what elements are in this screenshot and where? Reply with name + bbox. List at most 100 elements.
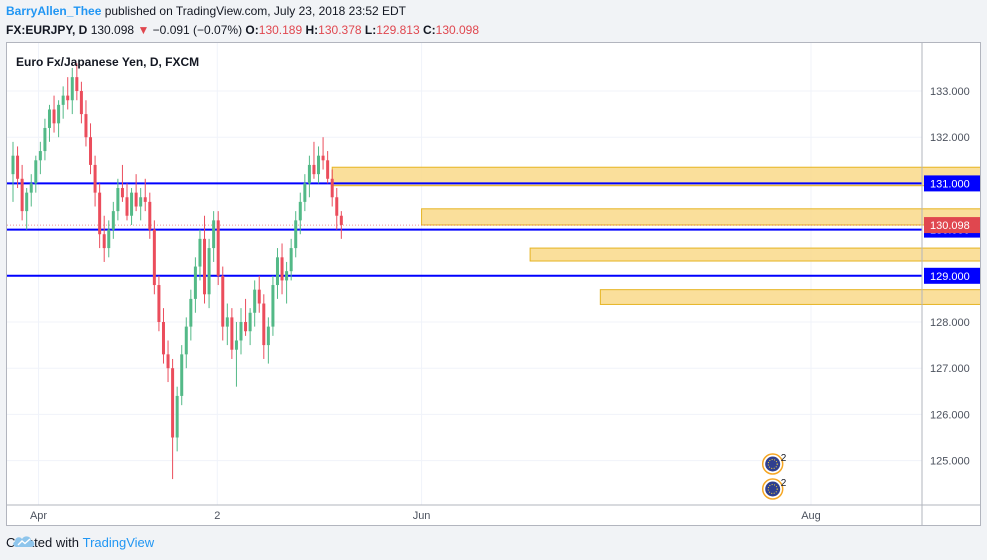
candle-body — [289, 248, 293, 272]
candles — [11, 63, 343, 480]
candle-body — [244, 322, 248, 332]
support-lines — [7, 182, 922, 277]
eu-stars-icon — [767, 459, 778, 469]
eu-flag-icon — [765, 456, 781, 472]
price-tag — [924, 175, 980, 192]
candle-body — [102, 234, 106, 249]
open-value: 130.189 — [258, 23, 303, 37]
candle-body — [16, 155, 20, 179]
candle-body — [75, 77, 79, 91]
candle-body — [330, 178, 334, 198]
candle-body — [307, 164, 311, 184]
candle-body — [175, 395, 179, 438]
candle-body — [335, 197, 339, 216]
candle-body — [203, 238, 207, 295]
candle-body — [166, 354, 170, 369]
y-tick-label: 126.000 — [930, 409, 970, 421]
candle-body — [239, 322, 243, 341]
eu-flag-icon — [765, 481, 781, 497]
candle-body — [248, 312, 252, 332]
symbol-label: FX:EURJPY, D — [6, 23, 88, 37]
high-label: H: — [305, 23, 319, 37]
candle-body — [298, 201, 302, 221]
candle-body — [66, 95, 70, 101]
candle-body — [294, 220, 298, 249]
y-tick-label: 127.000 — [930, 363, 970, 375]
author-link[interactable]: BarryAllen_Thee — [6, 4, 102, 18]
y-tick-label: 128.000 — [930, 317, 970, 329]
price-tag — [924, 267, 980, 284]
candle-body — [20, 178, 24, 212]
candle-body — [70, 77, 74, 101]
low-label: L: — [364, 23, 377, 37]
candle-body — [171, 368, 175, 438]
candle-body — [43, 127, 47, 152]
tradingview-link[interactable]: TradingView — [82, 535, 155, 550]
close-label: C: — [422, 23, 436, 37]
event-count: 2 — [781, 478, 787, 489]
candle-body — [280, 257, 284, 281]
footer: Created with TradingView — [6, 534, 154, 552]
candle-body — [29, 183, 33, 193]
candle-body — [161, 322, 165, 355]
chart-panel[interactable]: 125.000 126.000 127.000 128.000 132.000 133.0… — [6, 42, 981, 526]
candle-body — [11, 155, 15, 175]
tradingview-cloud-icon — [13, 536, 35, 547]
candle-body — [312, 164, 316, 175]
y-tick-label: 132.000 — [930, 132, 970, 144]
candle-body — [230, 317, 234, 350]
close-value: 130.098 — [435, 23, 480, 37]
x-tick-label: Apr — [30, 510, 47, 522]
x-tick-label: Jun — [413, 510, 431, 522]
chart-title: Euro Fx/Japanese Yen, D, FXCM — [16, 55, 199, 69]
time-axis[interactable]: Apr2JunAugSepNov2019Feb — [30, 510, 980, 522]
candle-body — [93, 164, 97, 193]
candle-body — [339, 215, 343, 225]
candle-body — [89, 137, 93, 165]
price-axis[interactable]: 125.000 126.000 127.000 128.000 132.000 133.0… — [924, 86, 980, 468]
candle-body — [61, 95, 65, 105]
candle-body — [198, 238, 202, 267]
last-price-tag — [924, 217, 980, 234]
open-label: O: — [245, 23, 259, 37]
candle-body — [143, 197, 147, 202]
candle-body — [84, 114, 88, 138]
candle-body — [134, 192, 138, 207]
candle-body — [326, 160, 330, 179]
candle-body — [125, 197, 129, 216]
zone-rectangle — [421, 208, 980, 226]
candle-body — [34, 160, 38, 184]
candle-body — [271, 285, 275, 327]
candle-body — [38, 151, 42, 161]
candle-body — [111, 211, 115, 230]
publish-header: BarryAllen_Thee published on TradingView… — [6, 3, 406, 19]
candle-body — [98, 192, 102, 235]
price-change: −0.091 (−0.07%) — [152, 23, 243, 37]
events[interactable]: 22 — [761, 453, 787, 500]
candle-body — [257, 289, 261, 304]
x-tick-label: Aug — [801, 510, 821, 522]
low-value: 129.813 — [376, 23, 420, 37]
y-tick-label: 125.000 — [930, 456, 970, 468]
eu-stars-icon — [767, 484, 778, 494]
candle-body — [225, 317, 229, 327]
candle-body — [130, 192, 134, 216]
candle-body — [52, 109, 56, 124]
candle-body — [184, 326, 188, 355]
last-price-tag-label: 130.098 — [930, 220, 970, 232]
plot-area — [7, 43, 922, 505]
price-tag-label: 131.000 — [930, 178, 970, 190]
last-price: 130.098 — [90, 23, 135, 37]
candle-body — [148, 201, 152, 230]
candle-body — [275, 257, 279, 286]
quote-line: FX:EURJPY, D 130.098 ▼ −0.091 (−0.07%) O… — [6, 22, 479, 38]
candle-body — [303, 183, 307, 202]
candle-body — [152, 229, 156, 286]
candle-body — [139, 197, 143, 207]
publish-info: published on TradingView.com, July 23, 2… — [101, 4, 407, 18]
high-value: 130.378 — [318, 23, 362, 37]
price-chart[interactable]: 125.000 126.000 127.000 128.000 132.000 133.0… — [7, 43, 980, 525]
x-tick-label: 2 — [214, 510, 220, 522]
candle-body — [180, 354, 184, 396]
candle-body — [253, 289, 257, 313]
